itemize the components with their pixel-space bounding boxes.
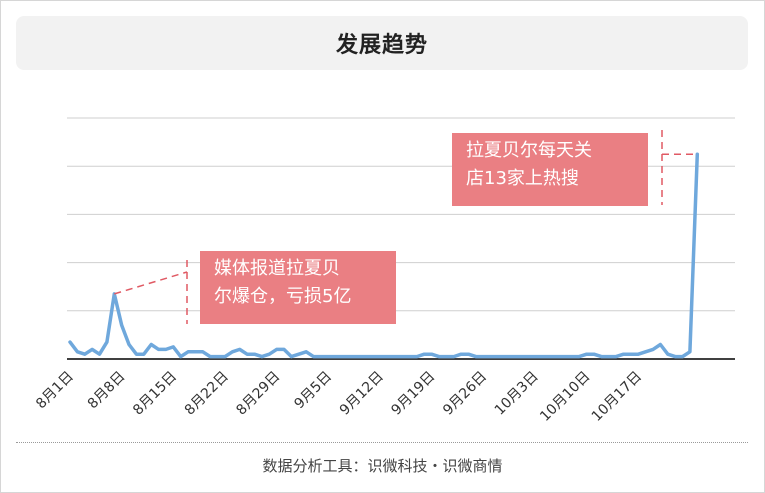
annotation-callout-1: 媒体报道拉夏贝 尔爆仓，亏损5亿 [200, 251, 396, 324]
x-tick-label: 10月10日 [537, 369, 593, 425]
x-tick-label: 8月15日 [130, 369, 180, 419]
x-tick-label: 9月26日 [440, 369, 490, 419]
chart-title: 发展趋势 [335, 33, 428, 58]
line-chart: 8月1日 8月8日 8月15日 8月22日 8月29日 9月5日 9月12日 9月19日 9月2… [33, 117, 735, 425]
annotation-2-line1: 拉夏贝尔每天关 [466, 140, 592, 161]
annotation-1-line2: 尔爆仓，亏损5亿 [214, 286, 352, 307]
series-line [68, 152, 700, 359]
title-bar: 发展趋势 [16, 16, 748, 70]
x-tick-label: 9月5日 [291, 369, 335, 413]
x-tick-label: 10月3日 [492, 369, 542, 419]
annotation-1-line1: 媒体报道拉夏贝 [214, 258, 340, 279]
footer-source: 数据分析工具：识微科技・识微商情 [262, 457, 503, 475]
x-tick-label: 8月29日 [233, 369, 283, 419]
x-tick-label: 8月22日 [182, 369, 232, 419]
x-tick-label: 10月17日 [589, 369, 645, 425]
annotation-1-leader [114, 271, 188, 295]
x-tick-label: 9月19日 [388, 369, 438, 419]
annotation-2-line2: 店13家上热搜 [466, 168, 579, 189]
x-tick-label: 8月1日 [33, 369, 77, 413]
x-tick-label: 8月8日 [85, 369, 129, 413]
x-tick-label: 9月12日 [337, 369, 387, 419]
annotation-callout-2: 拉夏贝尔每天关 店13家上热搜 [452, 133, 648, 206]
footer-divider [16, 442, 748, 443]
